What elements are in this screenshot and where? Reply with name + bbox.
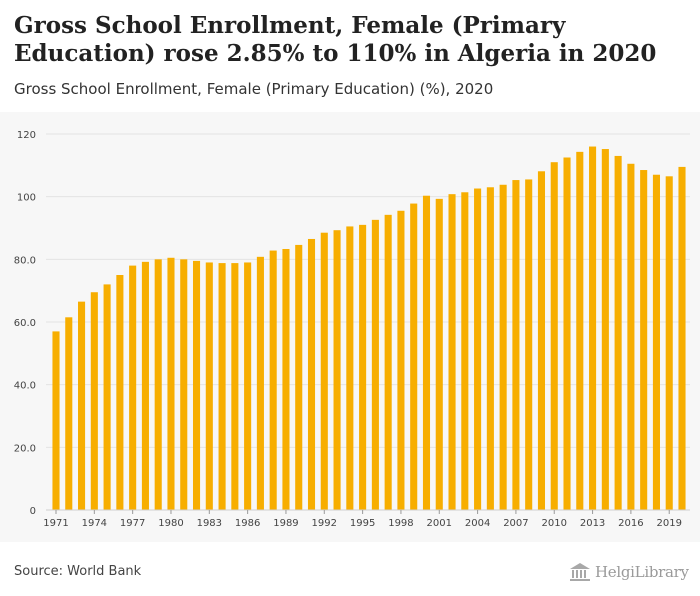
bar [359, 224, 367, 510]
brand-name: HelgiLibrary [595, 563, 689, 581]
x-tick-label: 2007 [503, 518, 528, 529]
bar [307, 238, 316, 510]
x-tick-label: 2016 [618, 518, 643, 529]
bar [320, 232, 328, 510]
x-tick-label: 1992 [312, 518, 337, 529]
bar [282, 248, 290, 510]
bar [116, 275, 124, 510]
bar [384, 214, 392, 510]
chart-subtitle: Gross School Enrollment, Female (Primary… [14, 80, 494, 98]
x-tick-label: 1974 [82, 518, 107, 529]
bar [410, 203, 418, 510]
x-tick-label: 1995 [350, 518, 375, 529]
bar [192, 260, 201, 510]
bar [576, 151, 584, 511]
bar [537, 171, 546, 510]
y-tick-label: 20.0 [14, 443, 36, 454]
bar [52, 331, 60, 510]
bar [627, 163, 635, 510]
bar [448, 194, 456, 510]
source-note: Source: World Bank [14, 564, 142, 579]
bar-chart: 0 20.0 40.0 60.0 80.0 100 120 1971 1974 1977 1980 1… [14, 130, 690, 529]
y-tick-label: 0 [30, 506, 36, 517]
x-tick-label: 2019 [656, 518, 681, 529]
bar [167, 257, 175, 510]
bar [371, 219, 379, 510]
bar [512, 180, 520, 510]
x-tick-label: 1980 [158, 518, 183, 529]
x-tick-label: 1971 [43, 518, 68, 529]
x-tick-label: 1983 [197, 518, 222, 529]
chart-title: Gross School Enrollment, Female (Primary… [14, 12, 657, 67]
y-tick-label: 120 [17, 130, 36, 141]
bar [269, 250, 277, 510]
bar [141, 261, 149, 510]
bar [180, 259, 188, 510]
bar [474, 188, 482, 510]
x-tick-label: 1977 [120, 518, 145, 529]
bar [129, 265, 137, 510]
y-tick-label: 60.0 [14, 318, 36, 329]
bar [422, 195, 431, 510]
bar [218, 263, 226, 510]
bar [665, 176, 673, 511]
x-tick-label: 1998 [388, 518, 413, 529]
x-tick-label: 2013 [580, 518, 605, 529]
bar [205, 262, 213, 510]
bar [397, 210, 405, 510]
bar [256, 256, 264, 510]
bar [154, 259, 162, 510]
bar [640, 170, 648, 510]
library-building-icon [570, 563, 590, 581]
y-tick-label: 100 [17, 193, 36, 204]
bar [103, 284, 111, 510]
y-tick-label: 80.0 [14, 255, 36, 266]
bar [652, 174, 660, 510]
bar [333, 230, 341, 510]
x-tick-label: 1989 [273, 518, 298, 529]
bar [244, 262, 252, 510]
bar [563, 157, 571, 510]
bar [461, 192, 469, 510]
x-tick-label: 2004 [465, 518, 490, 529]
x-tick-label: 2010 [542, 518, 567, 529]
bar [589, 146, 597, 510]
x-tick-label: 1986 [235, 518, 260, 529]
y-tick-label: 40.0 [14, 381, 36, 392]
bar [90, 292, 98, 510]
bar [499, 184, 507, 510]
bar [601, 149, 609, 510]
bar [231, 263, 239, 510]
bar [525, 179, 533, 510]
bar [78, 301, 86, 510]
bar [65, 317, 73, 510]
bar [678, 166, 686, 510]
bar [346, 226, 354, 510]
chart-area: 0 20.0 40.0 60.0 80.0 100 120 1971 1974 1977 1980 1… [0, 112, 700, 542]
bar [550, 162, 558, 510]
helgi-library-logo: HelgiLibrary [568, 560, 692, 584]
bar [295, 244, 303, 511]
x-tick-label: 2001 [427, 518, 452, 529]
bar [614, 155, 622, 510]
bar [435, 198, 443, 511]
bar [486, 187, 494, 510]
